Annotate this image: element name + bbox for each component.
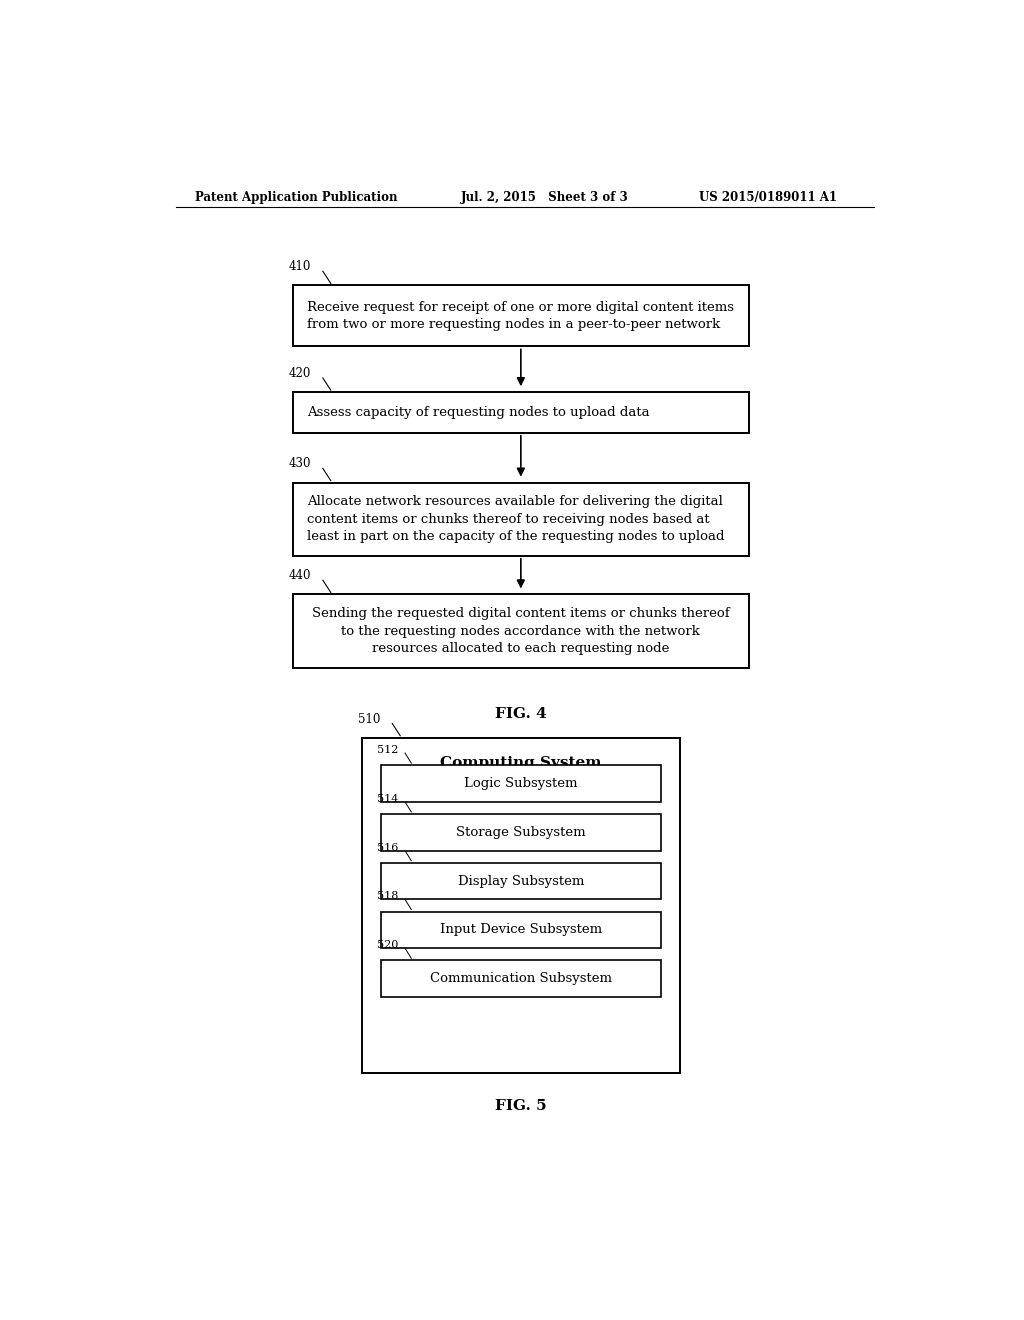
Bar xyxy=(293,594,749,668)
Text: FIG. 4: FIG. 4 xyxy=(495,708,547,721)
Text: Communication Subsystem: Communication Subsystem xyxy=(430,972,611,985)
Text: 510: 510 xyxy=(358,713,381,726)
Text: 430: 430 xyxy=(289,458,311,470)
Bar xyxy=(381,961,660,997)
Text: 520: 520 xyxy=(377,940,398,950)
Bar xyxy=(362,738,680,1073)
Text: 420: 420 xyxy=(289,367,311,380)
Text: 514: 514 xyxy=(377,793,398,804)
Bar xyxy=(381,912,660,948)
Text: Logic Subsystem: Logic Subsystem xyxy=(464,777,578,789)
Text: Receive request for receipt of one or more digital content items
from two or mor: Receive request for receipt of one or mo… xyxy=(307,301,734,331)
Text: 440: 440 xyxy=(289,569,311,582)
Text: Patent Application Publication: Patent Application Publication xyxy=(196,190,398,203)
Bar xyxy=(381,863,660,899)
Text: US 2015/0189011 A1: US 2015/0189011 A1 xyxy=(699,190,838,203)
Text: Allocate network resources available for delivering the digital
content items or: Allocate network resources available for… xyxy=(307,495,724,544)
Text: Sending the requested digital content items or chunks thereof
to the requesting : Sending the requested digital content it… xyxy=(312,607,730,655)
Bar xyxy=(293,285,749,346)
Text: 512: 512 xyxy=(377,744,398,755)
Bar xyxy=(293,392,749,433)
Text: Computing System: Computing System xyxy=(440,756,601,770)
Text: Input Device Subsystem: Input Device Subsystem xyxy=(439,924,602,936)
Text: 516: 516 xyxy=(377,842,398,853)
Text: 518: 518 xyxy=(377,891,398,902)
Text: 410: 410 xyxy=(289,260,311,273)
Bar xyxy=(293,483,749,556)
Text: Assess capacity of requesting nodes to upload data: Assess capacity of requesting nodes to u… xyxy=(307,407,649,418)
Text: Display Subsystem: Display Subsystem xyxy=(458,875,584,887)
Bar xyxy=(381,814,660,850)
Text: FIG. 5: FIG. 5 xyxy=(495,1098,547,1113)
Text: Storage Subsystem: Storage Subsystem xyxy=(456,826,586,838)
Bar xyxy=(381,766,660,801)
Text: Jul. 2, 2015   Sheet 3 of 3: Jul. 2, 2015 Sheet 3 of 3 xyxy=(461,190,629,203)
